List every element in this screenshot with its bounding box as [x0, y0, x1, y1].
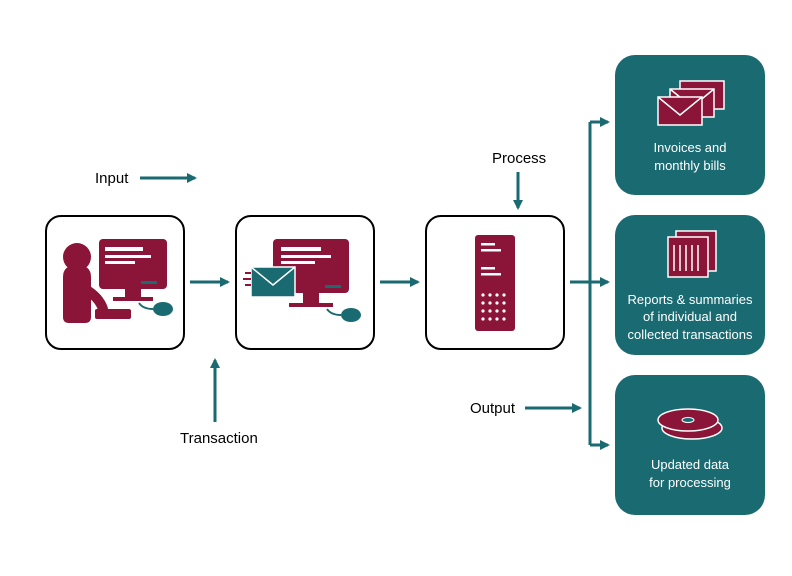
output-invoices-label: Invoices andmonthly bills [654, 139, 727, 174]
label-process: Process [492, 150, 546, 167]
output-invoices: Invoices andmonthly bills [615, 55, 765, 195]
documents-icon [650, 227, 730, 283]
output-reports: Reports & summariesof individual andcoll… [615, 215, 765, 355]
output-updated-data: Updated datafor processing [615, 375, 765, 515]
node-transaction [235, 215, 375, 350]
envelope-stack-icon [650, 75, 730, 131]
node-server [425, 215, 565, 350]
output-reports-label: Reports & summariesof individual andcoll… [627, 291, 752, 344]
label-transaction: Transaction [180, 430, 258, 447]
disc-icon [650, 398, 730, 448]
computer-mail-icon [237, 217, 373, 348]
output-updated-label: Updated datafor processing [649, 456, 731, 491]
user-computer-icon [47, 217, 183, 348]
server-icon [427, 217, 563, 348]
label-output: Output [470, 400, 515, 417]
node-user-input [45, 215, 185, 350]
label-input: Input [95, 170, 128, 187]
